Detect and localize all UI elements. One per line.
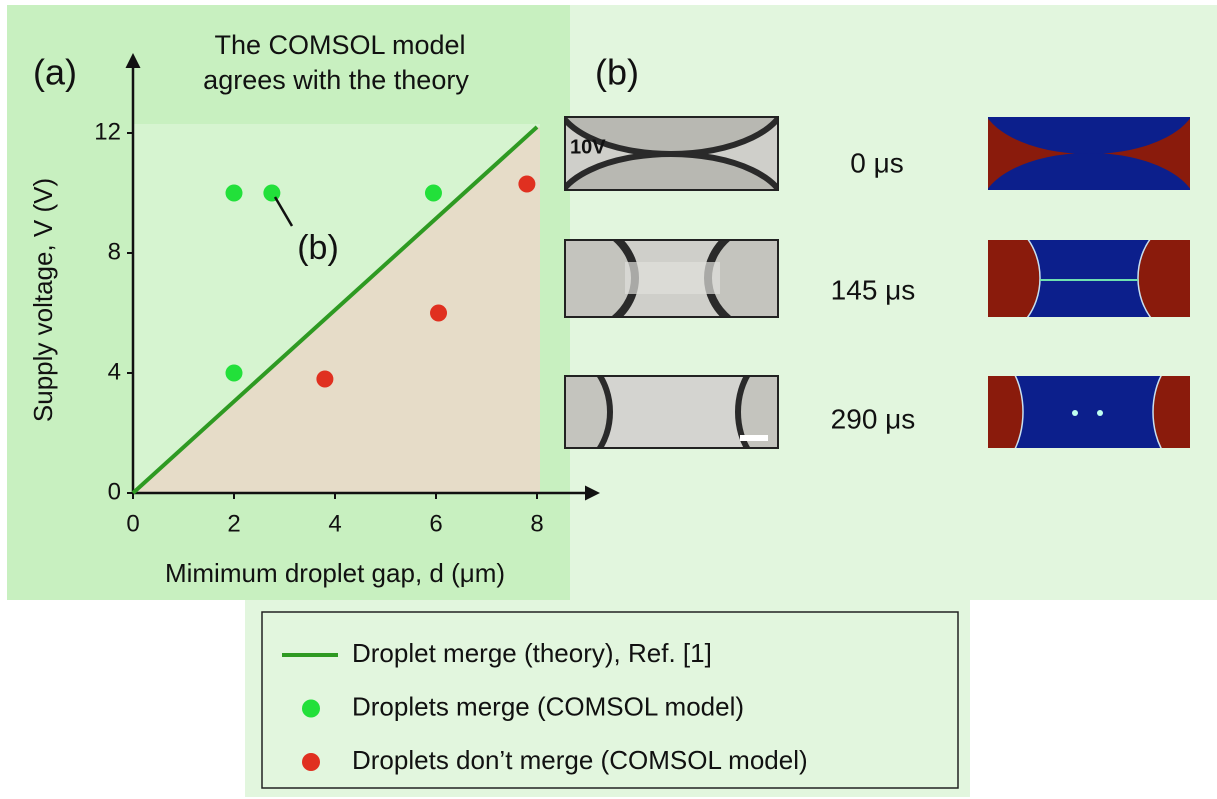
legend-label: Droplets merge (COMSOL model): [352, 691, 744, 721]
time-label: 145 μs: [831, 274, 916, 305]
legend-box: [261, 611, 959, 789]
y-tick-label: 12: [94, 118, 121, 145]
plot: 0 2 4 6 8 0 4 8 12: [94, 53, 600, 537]
voltage-label: 10V: [570, 136, 606, 158]
y-tick-label: 8: [108, 238, 121, 265]
legend-label: Droplets don’t merge (COMSOL model): [352, 745, 808, 775]
y-tick-label: 4: [108, 358, 121, 385]
time-label: 0 μs: [850, 147, 903, 178]
micrograph: [565, 376, 778, 448]
image-frame: [564, 239, 779, 318]
image-frame: [564, 375, 779, 449]
micrograph: [565, 117, 778, 190]
chart-title: The COMSOL model: [214, 30, 465, 60]
x-axis-label: Mimimum droplet gap, d (μm): [165, 558, 505, 588]
point: [225, 184, 243, 202]
panel-label: (a): [33, 52, 77, 93]
y-tick-label: 0: [108, 478, 121, 505]
simulation: [988, 117, 1190, 190]
panel-label: (b): [595, 52, 639, 93]
y-axis-label: Supply voltage, V (V): [28, 178, 58, 422]
annotation-leader: [273, 196, 294, 227]
x-tick-label: 4: [328, 510, 341, 537]
point: [518, 175, 536, 193]
legend-label: Droplet merge (theory), Ref. [1]: [352, 638, 712, 668]
x-tick-label: 6: [429, 510, 442, 537]
point: [430, 304, 448, 322]
simulation: [988, 240, 1190, 317]
time-label: 290 μs: [831, 403, 916, 434]
theory-line: [131, 125, 539, 495]
legend-bg: [245, 600, 970, 797]
legend-marker: [302, 753, 320, 771]
point: [316, 370, 334, 388]
point: [424, 184, 442, 202]
micrograph: [565, 240, 778, 317]
point: [225, 364, 243, 382]
x-tick-label: 8: [530, 510, 543, 537]
x-tick-label: 0: [126, 510, 139, 537]
legend-marker: [302, 699, 320, 718]
image-frame: [564, 116, 779, 191]
point: [263, 184, 281, 202]
simulation: [988, 376, 1190, 448]
chart-title: agrees with the theory: [203, 65, 469, 95]
x-tick-label: 2: [227, 510, 240, 537]
annotation: (b): [297, 229, 339, 267]
